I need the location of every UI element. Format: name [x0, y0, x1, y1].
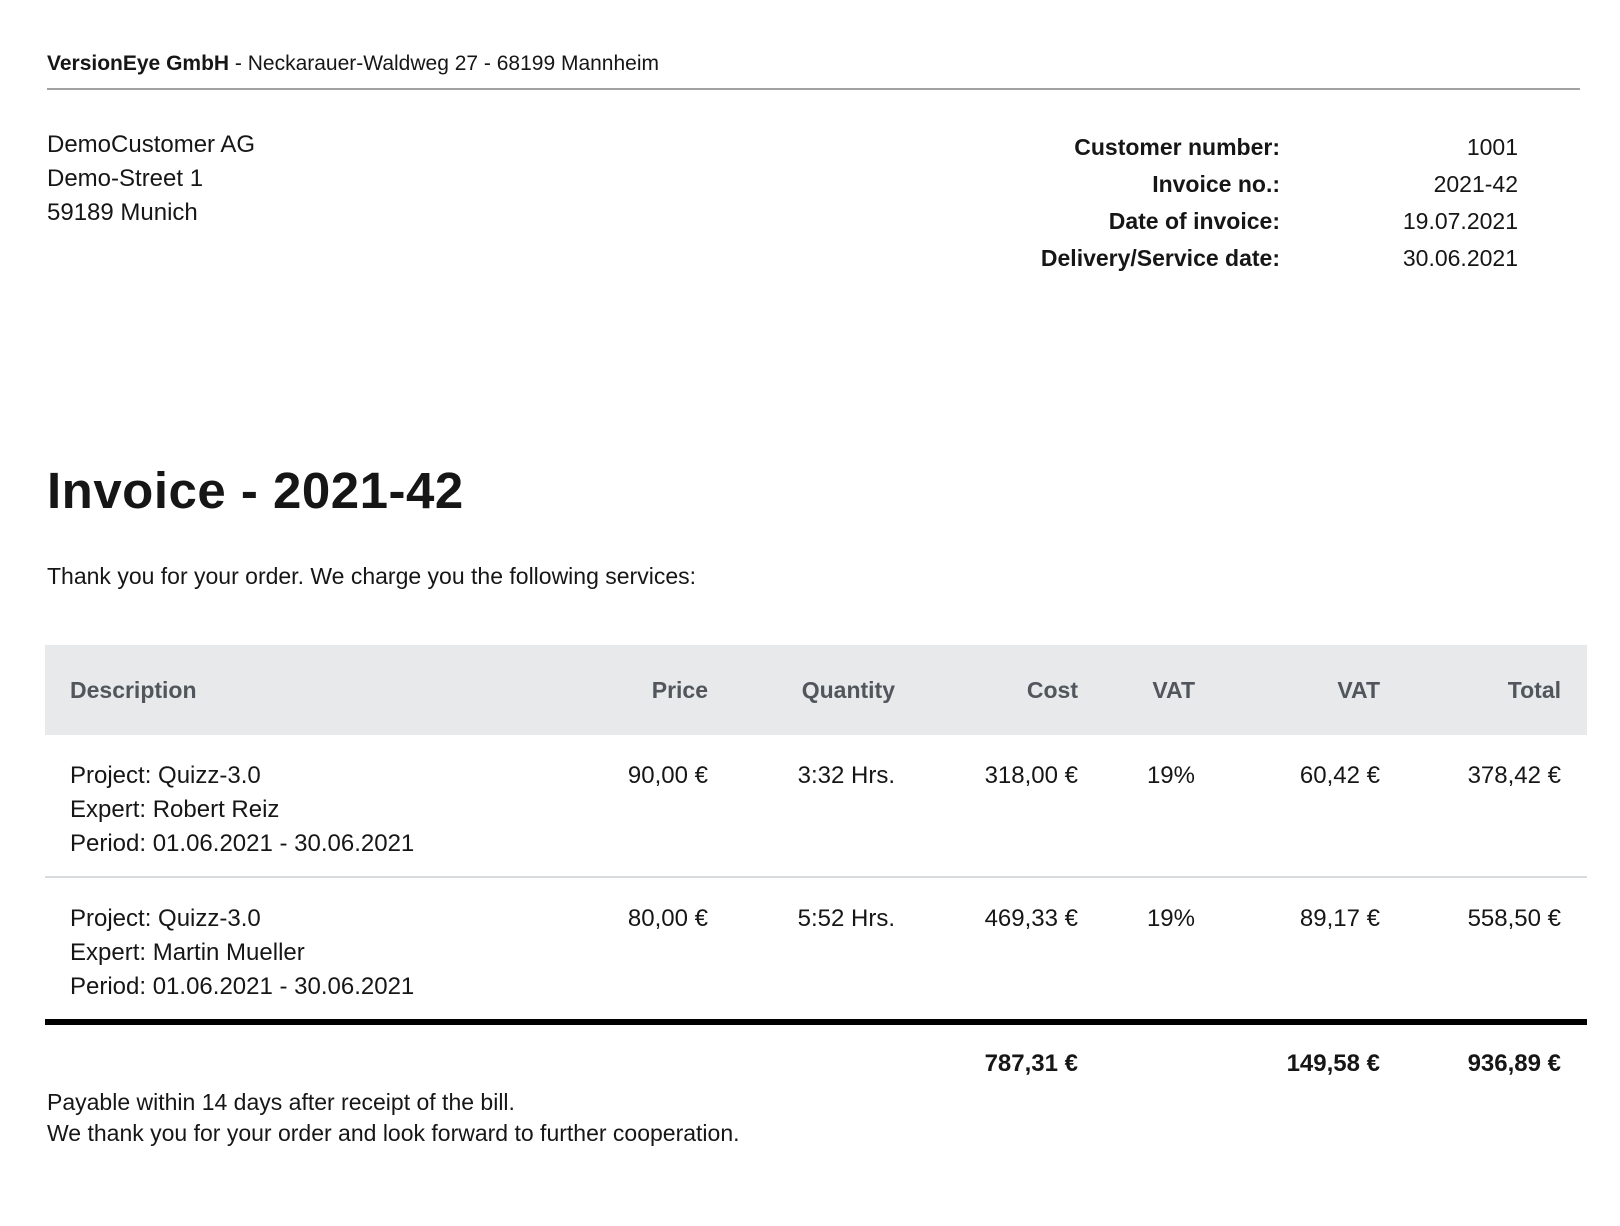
thanks-note: We thank you for your order and look for… [47, 1120, 740, 1146]
item-1-project: Project: Quizz-3.0 [70, 762, 261, 789]
item-1-price: 90,00 € [627, 762, 708, 789]
footer-note: Payable within 14 days after receipt of … [47, 1087, 740, 1149]
line-item-row-1: Project: Quizz-3.0 Expert: Robert Reiz P… [45, 735, 1587, 877]
header-divider [47, 88, 1580, 90]
invoice-no-label: Invoice no.: [1152, 171, 1280, 197]
meta-row-invoice-date: Date of invoice: 19.07.2021 [898, 203, 1518, 240]
totals-row: 787,31 € 149,58 € 936,89 € [45, 1019, 1587, 1091]
totals-total: 936,89 € [1406, 1019, 1587, 1091]
meta-row-customer-number: Customer number: 1001 [898, 129, 1518, 166]
meta-row-delivery-date: Delivery/Service date: 30.06.2021 [898, 240, 1518, 277]
recipient-street: Demo-Street 1 [47, 165, 204, 192]
totals-empty-quantity [734, 1019, 921, 1091]
item-1-total: 378,42 € [1467, 762, 1561, 789]
item-1-vat-rate: 19% [1146, 762, 1195, 789]
item-1-quantity: 3:32 Hrs. [797, 762, 895, 789]
invoice-title: Invoice - 2021-42 [47, 462, 464, 519]
item-2-period: Period: 01.06.2021 - 30.06.2021 [70, 973, 415, 1000]
item-1-vat-amount: 60,42 € [1299, 762, 1380, 789]
header-quantity: Quantity [734, 645, 921, 735]
sender-company: VersionEye GmbH [47, 52, 230, 75]
header-total: Total [1406, 645, 1587, 735]
item-2-expert: Expert: Martin Mueller [70, 939, 305, 966]
customer-number-value: 1001 [1466, 134, 1518, 160]
item-1-description: Project: Quizz-3.0 Expert: Robert Reiz P… [45, 735, 490, 877]
totals-empty-price [490, 1019, 734, 1091]
item-2-description: Project: Quizz-3.0 Expert: Martin Muelle… [45, 876, 490, 1022]
item-2-project: Project: Quizz-3.0 [70, 905, 261, 932]
payment-terms: Payable within 14 days after receipt of … [47, 1089, 515, 1115]
invoice-no-value: 2021-42 [1433, 171, 1518, 197]
item-2-cost: 469,33 € [921, 876, 1104, 1022]
item-1-period: Period: 01.06.2021 - 30.06.2021 [70, 830, 415, 857]
invoice-meta-block: Customer number: 1001 Invoice no.: 2021-… [898, 129, 1518, 277]
item-2-price: 80,00 € [490, 876, 734, 1022]
item-2-vat-rate: 19% [1104, 876, 1221, 1022]
customer-number-label: Customer number: [1074, 134, 1280, 160]
recipient-city: 59189 Munich [47, 199, 198, 226]
header-description: Description [45, 645, 490, 735]
table-header-row: Description Price Quantity Cost VAT VAT … [45, 645, 1587, 735]
header-vat-rate: VAT [1104, 645, 1221, 735]
line-items-table: Description Price Quantity Cost VAT VAT … [45, 645, 1587, 1091]
totals-vat-amount: 149,58 € [1221, 1019, 1406, 1091]
invoice-date-value: 19.07.2021 [1402, 208, 1518, 234]
item-1-cost: 318,00 € [984, 762, 1078, 789]
invoice-date-label: Date of invoice: [1108, 208, 1280, 234]
delivery-date-label: Delivery/Service date: [1040, 245, 1280, 271]
recipient-name: DemoCustomer AG [47, 131, 256, 158]
recipient-address-block: DemoCustomer AG Demo-Street 1 59189 Muni… [47, 128, 255, 230]
intro-text: Thank you for your order. We charge you … [47, 563, 697, 589]
header-cost: Cost [921, 645, 1104, 735]
totals-empty-description [45, 1019, 490, 1091]
totals-cost: 787,31 € [921, 1019, 1104, 1091]
meta-row-invoice-no: Invoice no.: 2021-42 [898, 166, 1518, 203]
item-2-quantity: 5:52 Hrs. [734, 876, 921, 1022]
delivery-date-value: 30.06.2021 [1402, 245, 1518, 271]
sender-address: - Neckarauer-Waldweg 27 - 68199 Mannheim [229, 52, 660, 75]
sender-line: VersionEye GmbH - Neckarauer-Waldweg 27 … [47, 51, 659, 77]
totals-empty-vat-rate [1104, 1019, 1221, 1091]
header-price: Price [490, 645, 734, 735]
line-item-row-2: Project: Quizz-3.0 Expert: Martin Muelle… [45, 876, 1587, 1022]
header-vat-amount: VAT [1221, 645, 1406, 735]
item-1-expert: Expert: Robert Reiz [70, 796, 280, 823]
item-2-total: 558,50 € [1406, 876, 1587, 1022]
item-2-vat-amount: 89,17 € [1221, 876, 1406, 1022]
